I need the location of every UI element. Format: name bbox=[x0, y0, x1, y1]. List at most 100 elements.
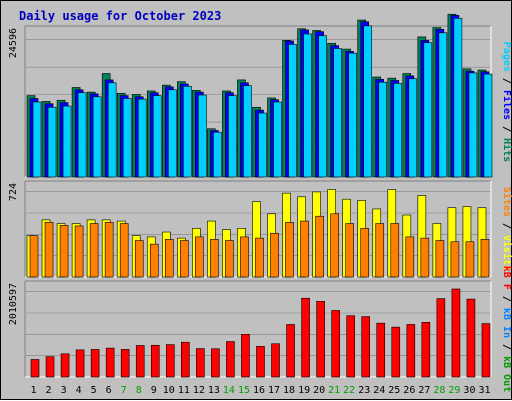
visitors-bar-sites bbox=[360, 228, 370, 278]
visitors-bar-sites bbox=[210, 239, 219, 278]
visitors-bar-sites bbox=[164, 239, 174, 278]
legend-item-hits: Hits bbox=[501, 138, 512, 162]
x-tick-label: 20 bbox=[313, 385, 325, 396]
legend-separator: / bbox=[501, 72, 512, 90]
x-tick-label: 16 bbox=[253, 385, 265, 396]
kbytes-ymax-label: 2010597 bbox=[8, 283, 19, 325]
kbytes-bar-kb-f bbox=[60, 353, 70, 378]
kbytes-bar-kb-f bbox=[150, 344, 160, 378]
kbytes-bar-kb-f bbox=[211, 348, 220, 378]
traffic-bar-pages bbox=[333, 48, 342, 178]
x-tick-label: 18 bbox=[283, 385, 295, 396]
x-tick-label: 30 bbox=[463, 385, 475, 396]
kbytes-bar-kb-f bbox=[181, 341, 190, 378]
visitors-bar-sites bbox=[480, 239, 490, 278]
traffic-bar-pages bbox=[183, 86, 192, 178]
visitors-bar-sites bbox=[44, 222, 54, 278]
kbytes-bar-kb-f bbox=[45, 356, 55, 378]
traffic-bar-pages bbox=[228, 95, 237, 178]
traffic-bar-pages bbox=[122, 98, 132, 178]
visitors-bar-sites bbox=[315, 215, 324, 278]
kbytes-bar-kb-f bbox=[105, 347, 115, 378]
kbytes-bar-kb-f bbox=[30, 359, 40, 378]
kbytes-bar-kb-f bbox=[135, 345, 145, 378]
visitors-bar-sites bbox=[240, 236, 249, 278]
legend-item-files: Files bbox=[501, 90, 512, 120]
x-tick-label: 23 bbox=[358, 385, 370, 396]
x-tick-label: 8 bbox=[136, 385, 142, 396]
x-tick-label: 2 bbox=[46, 385, 52, 396]
x-tick-label: 22 bbox=[343, 385, 355, 396]
x-tick-label: 21 bbox=[328, 385, 340, 396]
kbytes-bar-kb-f bbox=[436, 298, 446, 378]
kbytes-bar-kb-f bbox=[466, 298, 476, 378]
visitors-bar-sites bbox=[405, 236, 415, 278]
x-tick-label: 17 bbox=[268, 385, 280, 396]
traffic-bar-pages bbox=[243, 85, 252, 178]
kbytes-bar-kb-f bbox=[361, 316, 371, 378]
visitors-bar-sites bbox=[255, 237, 264, 278]
legend-separator: / bbox=[501, 290, 512, 308]
traffic-bar-pages bbox=[107, 82, 117, 178]
traffic-bar-pages bbox=[453, 17, 463, 178]
visitors-bar-sites bbox=[450, 241, 460, 278]
kbytes-bar-kb-f bbox=[241, 334, 250, 378]
traffic-bar-pages bbox=[198, 94, 207, 178]
kbytes-bar-kb-f bbox=[75, 349, 85, 378]
kbytes-bar-kb-f bbox=[316, 300, 325, 378]
legend-item-kb-out: kB Out bbox=[501, 356, 512, 392]
legend-item-kb-in: kB In bbox=[501, 308, 512, 338]
kbytes-bar-kb-f bbox=[481, 323, 491, 378]
kbytes-bar-kb-f bbox=[301, 297, 310, 378]
traffic-bar-pages bbox=[92, 96, 102, 178]
traffic-bar-pages bbox=[137, 98, 147, 178]
x-tick-label: 24 bbox=[373, 385, 385, 396]
legend-item-kb-f: kB F bbox=[501, 266, 512, 290]
traffic-bar-pages bbox=[213, 131, 222, 178]
x-tick-label: 27 bbox=[418, 385, 430, 396]
visitors-bar-sites bbox=[59, 225, 69, 278]
traffic-bar-pages bbox=[273, 101, 282, 178]
visitors-bar-sites bbox=[345, 223, 354, 278]
x-tick-label: 12 bbox=[193, 385, 205, 396]
visitors-ymax-label: 724 bbox=[8, 183, 19, 201]
visitors-bar-sites bbox=[180, 240, 189, 278]
traffic-bar-pages bbox=[468, 72, 478, 178]
traffic-bar-pages bbox=[423, 42, 433, 178]
kbytes-bar-kb-f bbox=[256, 346, 265, 378]
kbytes-bar-kb-f bbox=[226, 341, 235, 378]
x-tick-label: 9 bbox=[151, 385, 157, 396]
visitors-bar-sites bbox=[74, 225, 84, 278]
traffic-bar-pages bbox=[303, 33, 312, 178]
x-tick-label: 28 bbox=[433, 385, 445, 396]
visitors-bar-sites bbox=[104, 222, 114, 278]
legend-2: Sites / Visits bbox=[501, 187, 512, 271]
legend-item-pages: Pages bbox=[501, 42, 512, 72]
traffic-bar-pages bbox=[483, 73, 493, 178]
legend-item-visits: Visits bbox=[501, 235, 512, 271]
x-tick-label: 14 bbox=[223, 385, 235, 396]
visitors-bar-sites bbox=[270, 232, 279, 278]
visitors-bar-sites bbox=[420, 237, 430, 278]
traffic-bar-pages bbox=[438, 32, 448, 178]
kbytes-bar-kb-f bbox=[286, 324, 295, 378]
visitors-bar-sites bbox=[225, 240, 234, 278]
x-tick-label: 3 bbox=[61, 385, 67, 396]
legend-separator: / bbox=[501, 120, 512, 138]
x-tick-label: 6 bbox=[106, 385, 112, 396]
chart-title: Daily usage for October 2023 bbox=[19, 9, 221, 23]
visitors-bar-sites bbox=[285, 222, 294, 278]
x-tick-label: 25 bbox=[388, 385, 400, 396]
visitors-bar-sites bbox=[195, 236, 204, 278]
traffic-bar-pages bbox=[47, 106, 57, 178]
x-tick-label: 31 bbox=[478, 385, 490, 396]
traffic-bar-pages bbox=[393, 83, 403, 178]
legend-3: kB F / kB In / kB Out bbox=[501, 266, 512, 392]
traffic-bar-pages bbox=[378, 81, 388, 178]
traffic-bar-pages bbox=[167, 89, 177, 178]
kbytes-bar-kb-f bbox=[196, 348, 205, 378]
x-tick-label: 13 bbox=[208, 385, 220, 396]
kbytes-bar-kb-f bbox=[346, 315, 355, 378]
